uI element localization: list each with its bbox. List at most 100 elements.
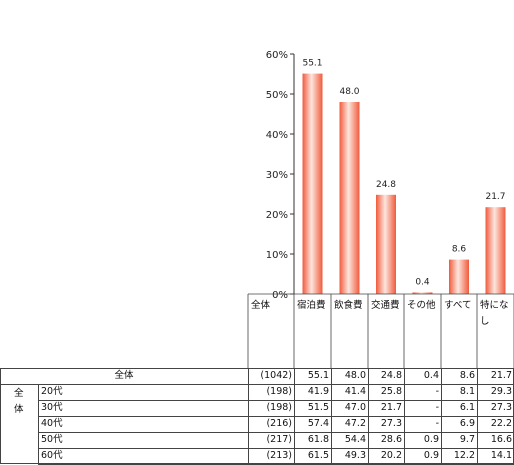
cell-value: - <box>435 386 439 397</box>
table-grid-line <box>441 368 442 464</box>
category-label: すべて <box>444 300 471 311</box>
bar-chart: 0% 10% 20% 30% 40% 50% 60% 55.1 48.0 24.8 0.4 8.6 2… <box>247 50 514 368</box>
cell-value: 48.0 <box>344 370 366 381</box>
cell-value: 57.4 <box>307 418 329 429</box>
cell-value: 12.2 <box>453 450 475 461</box>
category-label: 交通費 <box>371 299 400 311</box>
table-row-overall: 全体 (1042) 55.1 48.0 24.8 0.4 8.6 21.7 <box>0 368 514 384</box>
cell-value: 24.8 <box>380 370 402 381</box>
cell-value: 41.4 <box>344 386 366 397</box>
cell-value: 27.3 <box>490 402 512 413</box>
cell-value: 47.0 <box>344 402 366 413</box>
cell-value: 61.8 <box>307 434 329 445</box>
sample-size: (1042) <box>260 370 292 381</box>
category-label: その他 <box>407 299 436 311</box>
sample-size: (217) <box>266 434 292 445</box>
data-label: 48.0 <box>339 87 359 97</box>
category-label: 特にな <box>480 299 509 311</box>
table-row: 60代 (213) 61.5 49.3 20.2 0.9 12.2 14.1 <box>0 448 514 464</box>
table-row: 20代 (198) 41.9 41.4 25.8 - 8.1 29.3 <box>0 384 514 400</box>
cell-value: 20.2 <box>380 450 402 461</box>
cell-value: 28.6 <box>380 434 402 445</box>
y-axis: 0% 10% 20% 30% 40% 50% 60% <box>266 50 295 301</box>
table-grid-line <box>38 384 39 464</box>
sample-size: (198) <box>266 386 292 397</box>
cell-value: 61.5 <box>307 450 329 461</box>
cell-value: 49.3 <box>344 450 366 461</box>
table-grid-line <box>248 368 249 464</box>
cell-value: 47.2 <box>344 418 366 429</box>
bars: 55.1 48.0 24.8 0.4 8.6 21.7 <box>302 59 506 294</box>
group-label: 全 <box>14 388 24 399</box>
bar <box>376 194 396 294</box>
series-label: 全体 <box>251 299 271 311</box>
sample-size: (213) <box>266 450 292 461</box>
row-label: 30代 <box>41 402 63 413</box>
y-tick-label: 30% <box>266 170 288 181</box>
row-label: 40代 <box>41 418 63 429</box>
sample-size: (216) <box>266 418 292 429</box>
data-label: 21.7 <box>485 192 505 202</box>
cell-value: 0.4 <box>423 370 439 381</box>
cell-value: 6.9 <box>459 418 475 429</box>
table-grid-line <box>477 368 478 464</box>
table-row: 50代 (217) 61.8 54.4 28.6 0.9 9.7 16.6 <box>0 432 514 448</box>
bar <box>449 259 469 294</box>
row-label: 20代 <box>41 386 63 397</box>
row-label: 50代 <box>41 434 63 445</box>
table-grid-line <box>38 432 514 433</box>
category-label: 飲食費 <box>334 299 363 311</box>
cell-value: - <box>435 418 439 429</box>
cell-value: 29.3 <box>490 386 512 397</box>
cell-value: 8.1 <box>459 386 475 397</box>
cell-value: 16.6 <box>490 434 512 445</box>
data-label: 24.8 <box>376 180 396 190</box>
bar <box>412 292 433 294</box>
cell-value: 51.5 <box>307 402 329 413</box>
cell-value: 55.1 <box>307 370 329 381</box>
table-grid-line <box>0 384 514 385</box>
cell-value: 14.1 <box>490 450 512 461</box>
data-label: 55.1 <box>302 59 322 69</box>
bar <box>485 207 506 294</box>
y-tick-label: 10% <box>266 250 288 261</box>
table-grid-line <box>38 448 514 449</box>
table-grid-line <box>0 368 514 369</box>
cell-value: 21.7 <box>490 370 512 381</box>
cell-value: 0.9 <box>423 434 439 445</box>
y-tick-label: 60% <box>266 50 288 61</box>
cell-value: - <box>435 402 439 413</box>
y-tick-label: 0% <box>272 290 288 301</box>
table-grid-line <box>0 368 1 464</box>
cell-value: 0.9 <box>423 450 439 461</box>
sample-size: (198) <box>266 402 292 413</box>
category-label: し <box>480 316 490 327</box>
cell-value: 27.3 <box>380 418 402 429</box>
y-tick-label: 50% <box>266 90 288 101</box>
table-grid-line <box>404 368 405 464</box>
cell-value: 6.1 <box>459 402 475 413</box>
cell-value: 9.7 <box>459 434 475 445</box>
category-label: 宿泊費 <box>297 299 326 311</box>
cell-value: 21.7 <box>380 402 402 413</box>
table-row: 40代 (216) 57.4 47.2 27.3 - 6.9 22.2 <box>0 416 514 432</box>
bar <box>339 102 360 294</box>
cell-value: 22.2 <box>490 418 512 429</box>
y-tick-label: 40% <box>266 130 288 141</box>
table-grid-line <box>294 368 295 464</box>
cell-value: 41.9 <box>307 386 329 397</box>
table-grid-line <box>368 368 369 464</box>
group-label: 体 <box>14 404 24 415</box>
data-label: 8.6 <box>452 245 467 255</box>
table-row: 30代 (198) 51.5 47.0 21.7 - 6.1 27.3 <box>0 400 514 416</box>
row-label: 全体 <box>114 370 134 381</box>
row-label: 60代 <box>41 450 63 461</box>
table-grid-line <box>38 416 514 417</box>
bar <box>302 73 323 294</box>
data-label: 0.4 <box>415 277 430 287</box>
table-grid-line <box>38 400 514 401</box>
cell-value: 25.8 <box>380 386 402 397</box>
cell-value: 54.4 <box>344 434 366 445</box>
cell-value: 8.6 <box>459 370 475 381</box>
